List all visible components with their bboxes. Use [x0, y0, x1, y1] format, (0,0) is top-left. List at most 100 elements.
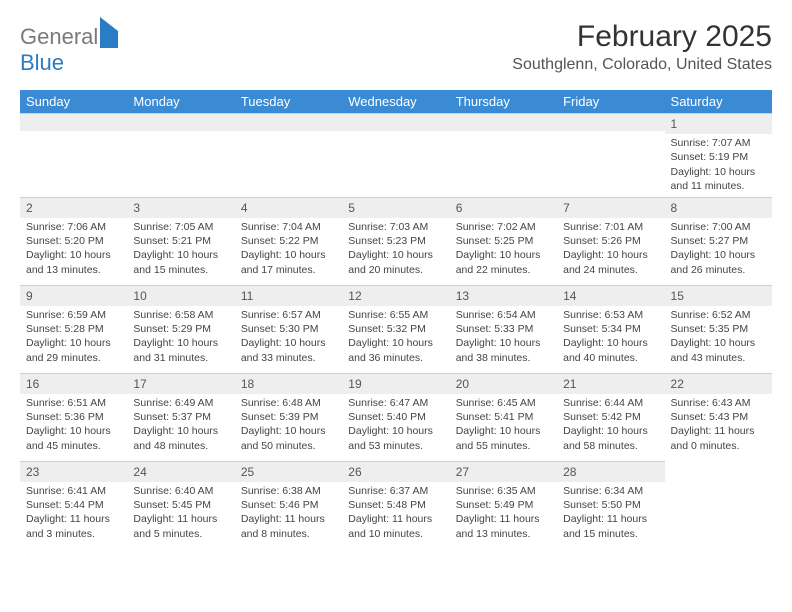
sunset-line: Sunset: 5:48 PM — [348, 498, 443, 512]
logo-text-blue: Blue — [20, 50, 64, 75]
day-content: Sunrise: 6:38 AMSunset: 5:46 PMDaylight:… — [235, 482, 342, 545]
sunrise-line: Sunrise: 6:47 AM — [348, 396, 443, 410]
sunset-line: Sunset: 5:41 PM — [456, 410, 551, 424]
daylight-line: Daylight: 10 hours and 26 minutes. — [671, 248, 766, 276]
day-content: Sunrise: 6:35 AMSunset: 5:49 PMDaylight:… — [450, 482, 557, 545]
sunrise-line: Sunrise: 7:01 AM — [563, 220, 658, 234]
day-content: Sunrise: 6:41 AMSunset: 5:44 PMDaylight:… — [20, 482, 127, 545]
daylight-line: Daylight: 11 hours and 0 minutes. — [671, 424, 766, 452]
weekday-header: Friday — [557, 90, 664, 113]
day-number: 19 — [342, 373, 449, 394]
daylight-line: Daylight: 11 hours and 5 minutes. — [133, 512, 228, 540]
calendar-cell: 4Sunrise: 7:04 AMSunset: 5:22 PMDaylight… — [235, 197, 342, 285]
calendar-cell: 19Sunrise: 6:47 AMSunset: 5:40 PMDayligh… — [342, 373, 449, 461]
daylight-line: Daylight: 11 hours and 3 minutes. — [26, 512, 121, 540]
day-content: Sunrise: 6:34 AMSunset: 5:50 PMDaylight:… — [557, 482, 664, 545]
daylight-line: Daylight: 11 hours and 8 minutes. — [241, 512, 336, 540]
sunset-line: Sunset: 5:44 PM — [26, 498, 121, 512]
day-content: Sunrise: 6:47 AMSunset: 5:40 PMDaylight:… — [342, 394, 449, 457]
empty-day-strip — [450, 113, 557, 131]
daylight-line: Daylight: 10 hours and 29 minutes. — [26, 336, 121, 364]
calendar-cell: 5Sunrise: 7:03 AMSunset: 5:23 PMDaylight… — [342, 197, 449, 285]
sunrise-line: Sunrise: 6:51 AM — [26, 396, 121, 410]
calendar-cell: 26Sunrise: 6:37 AMSunset: 5:48 PMDayligh… — [342, 461, 449, 549]
calendar-row: 23Sunrise: 6:41 AMSunset: 5:44 PMDayligh… — [20, 461, 772, 549]
day-number: 2 — [20, 197, 127, 218]
calendar-cell: 8Sunrise: 7:00 AMSunset: 5:27 PMDaylight… — [665, 197, 772, 285]
sunrise-line: Sunrise: 6:53 AM — [563, 308, 658, 322]
calendar-cell: 11Sunrise: 6:57 AMSunset: 5:30 PMDayligh… — [235, 285, 342, 373]
day-number: 7 — [557, 197, 664, 218]
day-number: 26 — [342, 461, 449, 482]
empty-day-strip — [20, 113, 127, 131]
sunrise-line: Sunrise: 6:48 AM — [241, 396, 336, 410]
sunset-line: Sunset: 5:37 PM — [133, 410, 228, 424]
day-number: 5 — [342, 197, 449, 218]
day-number: 1 — [665, 113, 772, 134]
day-content: Sunrise: 6:58 AMSunset: 5:29 PMDaylight:… — [127, 306, 234, 369]
daylight-line: Daylight: 10 hours and 43 minutes. — [671, 336, 766, 364]
weekday-header: Sunday — [20, 90, 127, 113]
sunrise-line: Sunrise: 6:40 AM — [133, 484, 228, 498]
logo-text: General Blue — [20, 24, 118, 76]
sunset-line: Sunset: 5:43 PM — [671, 410, 766, 424]
calendar-row: 9Sunrise: 6:59 AMSunset: 5:28 PMDaylight… — [20, 285, 772, 373]
calendar-cell: 13Sunrise: 6:54 AMSunset: 5:33 PMDayligh… — [450, 285, 557, 373]
calendar-cell: 24Sunrise: 6:40 AMSunset: 5:45 PMDayligh… — [127, 461, 234, 549]
sunset-line: Sunset: 5:26 PM — [563, 234, 658, 248]
calendar-cell — [665, 461, 772, 549]
calendar-cell: 27Sunrise: 6:35 AMSunset: 5:49 PMDayligh… — [450, 461, 557, 549]
calendar-cell: 28Sunrise: 6:34 AMSunset: 5:50 PMDayligh… — [557, 461, 664, 549]
day-number: 13 — [450, 285, 557, 306]
daylight-line: Daylight: 11 hours and 10 minutes. — [348, 512, 443, 540]
calendar-cell: 12Sunrise: 6:55 AMSunset: 5:32 PMDayligh… — [342, 285, 449, 373]
empty-day-strip — [235, 113, 342, 131]
calendar-cell — [127, 113, 234, 197]
sunset-line: Sunset: 5:20 PM — [26, 234, 121, 248]
logo: General Blue — [20, 20, 118, 76]
sunset-line: Sunset: 5:21 PM — [133, 234, 228, 248]
day-number: 9 — [20, 285, 127, 306]
sunrise-line: Sunrise: 7:07 AM — [671, 136, 766, 150]
day-content: Sunrise: 6:45 AMSunset: 5:41 PMDaylight:… — [450, 394, 557, 457]
sunset-line: Sunset: 5:45 PM — [133, 498, 228, 512]
day-number: 14 — [557, 285, 664, 306]
daylight-line: Daylight: 10 hours and 15 minutes. — [133, 248, 228, 276]
day-number: 6 — [450, 197, 557, 218]
calendar-cell: 15Sunrise: 6:52 AMSunset: 5:35 PMDayligh… — [665, 285, 772, 373]
weekday-header: Wednesday — [342, 90, 449, 113]
calendar-cell: 23Sunrise: 6:41 AMSunset: 5:44 PMDayligh… — [20, 461, 127, 549]
day-content: Sunrise: 6:57 AMSunset: 5:30 PMDaylight:… — [235, 306, 342, 369]
calendar-cell — [235, 113, 342, 197]
empty-day-strip — [342, 113, 449, 131]
calendar-cell — [20, 113, 127, 197]
sunset-line: Sunset: 5:27 PM — [671, 234, 766, 248]
day-number: 28 — [557, 461, 664, 482]
day-content: Sunrise: 6:54 AMSunset: 5:33 PMDaylight:… — [450, 306, 557, 369]
calendar-cell: 3Sunrise: 7:05 AMSunset: 5:21 PMDaylight… — [127, 197, 234, 285]
sunset-line: Sunset: 5:33 PM — [456, 322, 551, 336]
day-content: Sunrise: 6:52 AMSunset: 5:35 PMDaylight:… — [665, 306, 772, 369]
calendar-cell: 17Sunrise: 6:49 AMSunset: 5:37 PMDayligh… — [127, 373, 234, 461]
sunrise-line: Sunrise: 7:03 AM — [348, 220, 443, 234]
sunset-line: Sunset: 5:49 PM — [456, 498, 551, 512]
calendar-cell: 7 Sunrise: 7:01 AMSunset: 5:26 PMDaylight… — [557, 197, 664, 285]
calendar-cell: 21Sunrise: 6:44 AMSunset: 5:42 PMDayligh… — [557, 373, 664, 461]
header: General Blue February 2025 Southglenn, C… — [20, 20, 772, 76]
daylight-line: Daylight: 10 hours and 24 minutes. — [563, 248, 658, 276]
logo-text-general: General — [20, 24, 98, 49]
month-title: February 2025 — [512, 20, 772, 54]
daylight-line: Daylight: 11 hours and 15 minutes. — [563, 512, 658, 540]
day-content: Sunrise: 6:40 AMSunset: 5:45 PMDaylight:… — [127, 482, 234, 545]
day-number: 21 — [557, 373, 664, 394]
sunrise-line: Sunrise: 6:52 AM — [671, 308, 766, 322]
calendar-cell: 18Sunrise: 6:48 AMSunset: 5:39 PMDayligh… — [235, 373, 342, 461]
sunset-line: Sunset: 5:19 PM — [671, 150, 766, 164]
day-number: 17 — [127, 373, 234, 394]
calendar-cell: 16Sunrise: 6:51 AMSunset: 5:36 PMDayligh… — [20, 373, 127, 461]
daylight-line: Daylight: 11 hours and 13 minutes. — [456, 512, 551, 540]
day-number: 18 — [235, 373, 342, 394]
sunrise-line: Sunrise: 6:35 AM — [456, 484, 551, 498]
sunset-line: Sunset: 5:22 PM — [241, 234, 336, 248]
daylight-line: Daylight: 10 hours and 36 minutes. — [348, 336, 443, 364]
